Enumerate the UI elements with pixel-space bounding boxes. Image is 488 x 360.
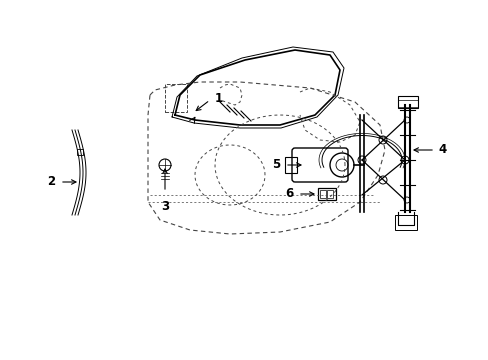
Bar	[285, 157, 296, 173]
Circle shape	[400, 156, 408, 164]
Text: 2: 2	[47, 175, 55, 189]
Bar	[164, 84, 186, 112]
Bar	[319, 190, 325, 198]
Circle shape	[378, 176, 386, 184]
Text: 3: 3	[161, 200, 169, 213]
Circle shape	[357, 156, 365, 164]
Bar	[77, 149, 83, 155]
Bar	[397, 96, 417, 108]
Text: 6: 6	[284, 188, 292, 201]
Bar	[317, 188, 335, 200]
Circle shape	[378, 136, 386, 144]
Text: 5: 5	[271, 158, 280, 171]
Text: 4: 4	[437, 144, 446, 157]
Text: 1: 1	[215, 93, 223, 105]
Bar	[394, 215, 416, 230]
Bar	[326, 190, 332, 198]
